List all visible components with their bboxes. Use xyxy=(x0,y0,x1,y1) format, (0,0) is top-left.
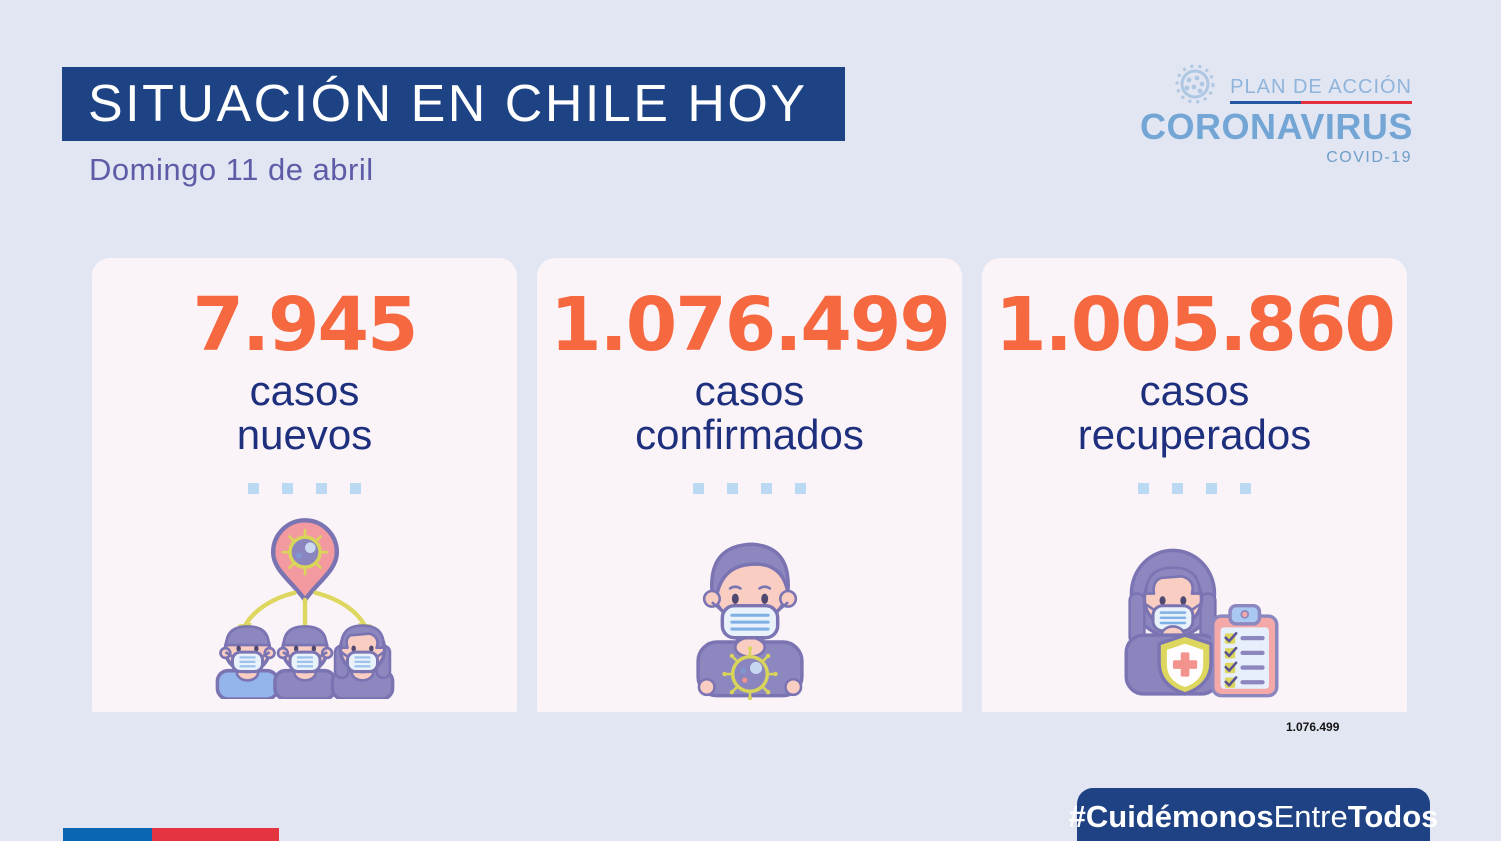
stat-cards: 7.945 casos nuevos xyxy=(92,258,1407,712)
virus-spreading-to-people-icon xyxy=(201,502,409,712)
hashtag-banner: #CuidémonosEntreTodos xyxy=(1069,788,1438,841)
card-casos-nuevos: 7.945 casos nuevos xyxy=(92,258,517,712)
nurse-with-checklist-icon xyxy=(1101,502,1289,712)
confirmed-cases-value: 1.076.499 xyxy=(550,282,951,368)
decorative-dots xyxy=(1138,483,1251,495)
card-casos-recuperados: 1.005.860 casos recuperados xyxy=(982,258,1407,712)
page-title: SITUACIÓN EN CHILE HOY xyxy=(88,75,808,133)
new-cases-value: 7.945 xyxy=(192,282,418,368)
decorative-dots xyxy=(248,483,361,495)
plan-de-accion-label: PLAN DE ACCIÓN xyxy=(1230,76,1412,98)
recovered-cases-label: casos recuperados xyxy=(1077,367,1312,459)
coronavirus-plan-logo: PLAN DE ACCIÓN CORONAVIRUS COVID-19 xyxy=(1140,58,1412,167)
card-casos-confirmados: 1.076.499 casos confirmados xyxy=(537,258,962,712)
date-label: Domingo 11 de abril xyxy=(89,152,374,187)
new-cases-label: casos nuevos xyxy=(236,367,373,459)
recovered-cases-value: 1.005.860 xyxy=(995,282,1396,368)
hashtag-text: #CuidémonosEntreTodos xyxy=(1068,799,1439,834)
footnote-number: 1.076.499 xyxy=(1286,720,1340,734)
flag-underline xyxy=(1230,101,1412,104)
confirmed-cases-label: casos confirmados xyxy=(635,367,864,459)
masked-person-with-virus-icon xyxy=(675,502,825,712)
chile-flag-red-bar xyxy=(152,828,279,841)
coronavirus-wordmark: CORONAVIRUS xyxy=(1140,106,1413,147)
title-banner: SITUACIÓN EN CHILE HOY xyxy=(62,67,845,141)
decorative-dots xyxy=(693,483,806,495)
virus-outline-icon xyxy=(1175,64,1215,104)
chile-flag-blue-bar xyxy=(63,828,152,841)
covid19-label: COVID-19 xyxy=(1326,149,1412,166)
